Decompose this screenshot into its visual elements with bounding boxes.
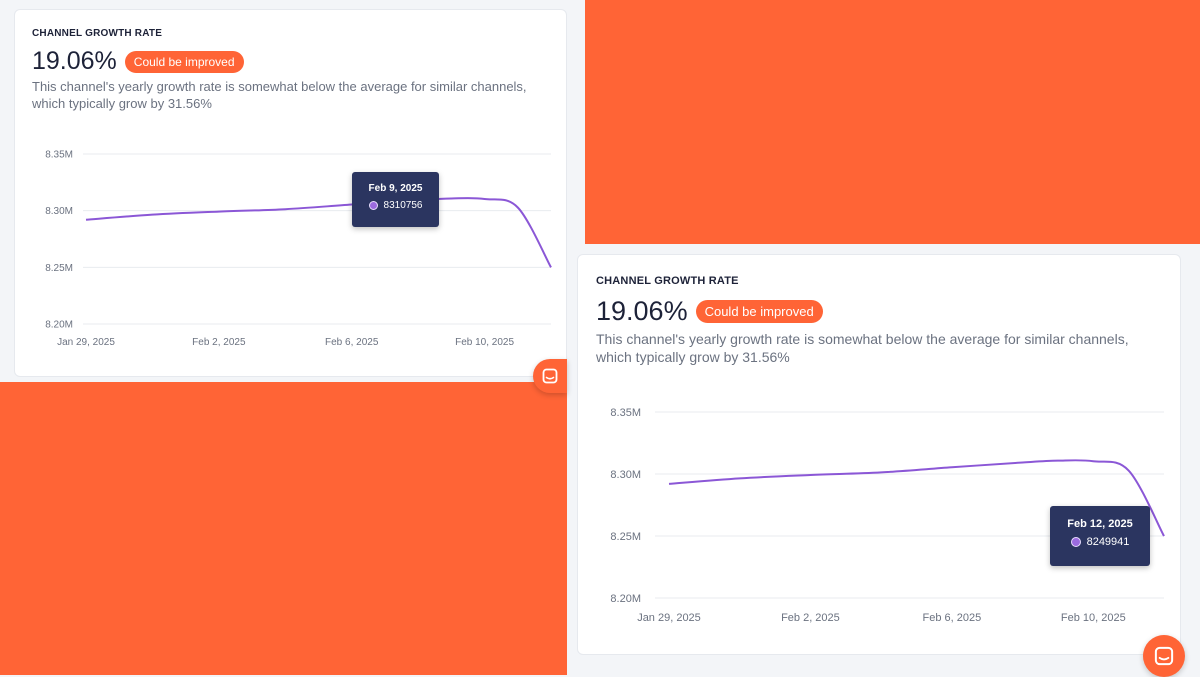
y-tick-label: 8.35M [610,407,641,419]
y-tick-label: 8.25M [45,263,73,274]
data-point[interactable] [1020,459,1026,465]
series-dot-icon [368,201,378,210]
series-dot-icon [1070,537,1081,547]
tooltip-value: 8310756 [383,200,423,211]
description-line-2: which typically grow by 31.56% [32,95,212,111]
x-tick-label: Feb 10, 2025 [1061,612,1126,624]
status-badge: Could be improved [124,50,244,73]
x-tick-label: Jan 29, 2025 [57,337,115,348]
data-point[interactable] [548,264,554,270]
growth-description: This channel's yearly growth rate is som… [596,330,1129,366]
x-tick-label: Feb 2, 2025 [781,612,840,624]
x-tick-label: Feb 6, 2025 [922,612,981,624]
chart-tooltip: Feb 9, 2025 8310756 [352,172,439,227]
x-tick-label: Feb 10, 2025 [455,337,514,348]
orange-block-top-right [585,0,1200,244]
growth-rate-card-left: CHANNEL GROWTH RATE 19.06% Could be impr… [14,9,567,377]
data-point[interactable] [1161,533,1167,539]
series-line [668,459,1165,537]
metric-row: 19.06% Could be improved [32,47,244,76]
tooltip-value-row: 8249941 [1050,536,1150,548]
series-line [85,197,552,268]
y-tick-label: 8.30M [45,206,73,217]
data-point[interactable] [216,209,222,215]
tooltip-value-row: 8310756 [352,200,439,211]
data-point[interactable] [1055,458,1061,464]
x-tick-label: Jan 29, 2025 [637,612,701,624]
tooltip-value: 8249941 [1086,536,1130,548]
growth-rate-card-right: CHANNEL GROWTH RATE 19.06% Could be impr… [577,254,1181,655]
chart-tooltip: Feb 12, 2025 8249941 [1050,506,1150,566]
description-line-2: which typically grow by 31.56% [596,349,790,366]
data-point[interactable] [807,472,813,478]
chat-icon [1154,646,1174,666]
x-tick-label: Feb 2, 2025 [192,337,246,348]
chat-button[interactable] [1143,635,1185,677]
y-tick-label: 8.20M [45,320,73,331]
description-line-1: This channel's yearly growth rate is som… [596,331,1129,347]
x-tick-label: Feb 6, 2025 [325,337,379,348]
y-tick-label: 8.25M [610,531,641,543]
orange-block-bottom-left [0,382,567,675]
card-title: CHANNEL GROWTH RATE [32,28,163,39]
data-point[interactable] [515,204,521,210]
data-point[interactable] [949,464,955,470]
growth-rate-value: 19.06% [32,47,117,75]
description-line-1: This channel's yearly growth rate is som… [32,79,527,94]
status-badge: Could be improved [695,300,823,323]
growth-description: This channel's yearly growth rate is som… [32,79,527,113]
data-point[interactable] [149,212,155,218]
data-point[interactable] [282,206,288,212]
chat-icon [542,368,558,384]
y-tick-label: 8.20M [610,593,641,605]
data-point[interactable] [448,195,454,201]
card-title: CHANNEL GROWTH RATE [596,275,739,287]
data-point[interactable] [1090,458,1096,464]
data-point[interactable] [878,469,884,475]
growth-line-chart: 8.20M 8.25M 8.30M 8.35M Jan 29, 2025 Feb 2, 2… [610,407,1167,624]
data-point[interactable] [482,196,488,202]
data-point[interactable] [666,481,672,487]
y-tick-label: 8.30M [610,469,641,481]
tooltip-date: Feb 12, 2025 [1067,518,1133,530]
growth-line-chart: 8.20M 8.25M 8.30M 8.35M Jan 29, 2025 Feb 2, 2… [45,150,554,348]
growth-rate-value: 19.06% [596,296,688,326]
y-tick-label: 8.35M [45,150,73,161]
data-point[interactable] [1126,468,1132,474]
data-point[interactable] [737,475,743,481]
tooltip-date: Feb 9, 2025 [368,183,423,194]
data-point[interactable] [83,217,89,223]
chat-button[interactable] [533,359,567,393]
metric-row: 19.06% Could be improved [596,296,823,327]
